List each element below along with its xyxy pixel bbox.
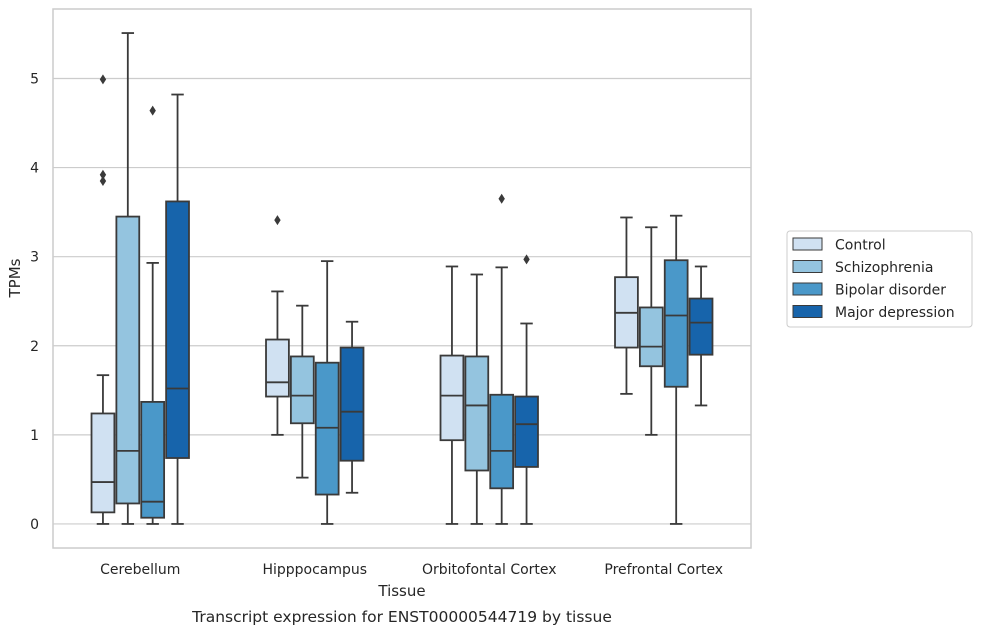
box-3-0 (614, 216, 639, 395)
legend-frame (786, 230, 973, 328)
legend-swatch (792, 260, 823, 273)
outlier-point (99, 169, 107, 180)
box-2-3 (514, 254, 539, 525)
box-iqr (663, 259, 689, 388)
box-3-3 (688, 265, 714, 407)
chart-caption: Transcript expression for ENST0000054471… (191, 608, 612, 626)
box-iqr (339, 346, 365, 462)
x-axis-ticks: Cerebellum Hipppocampus Orbitofontal Corte… (100, 562, 723, 578)
box-1-3 (339, 320, 365, 494)
legend-swatch (792, 305, 823, 318)
x-axis-label: Tissue (377, 582, 425, 600)
legend-label: Control (835, 238, 886, 254)
y-tick-label: 3 (30, 250, 39, 266)
box-iqr (90, 412, 116, 514)
x-tick-label: Prefrontal Cortex (604, 562, 723, 578)
box-iqr (439, 354, 465, 442)
box-2-2 (489, 193, 515, 525)
y-tick-label: 4 (30, 161, 39, 177)
y-axis-ticks: 0 1 2 3 4 5 (30, 71, 39, 532)
x-tick-label: Orbitofontal Cortex (422, 562, 557, 578)
box-iqr (115, 215, 141, 505)
x-tick-label: Hipppocampus (262, 562, 367, 578)
outlier-point (99, 175, 107, 186)
outlier-point (149, 105, 156, 116)
box-iqr (289, 355, 315, 425)
box-1-0 (265, 215, 290, 436)
box-3-1 (638, 226, 664, 436)
x-tick-label: Cerebellum (100, 562, 180, 578)
plot-frame (52, 8, 752, 549)
plot-area (90, 32, 714, 525)
box-0-3 (165, 93, 190, 525)
box-0-2 (140, 105, 166, 525)
legend-label: Major depression (835, 305, 955, 321)
box-iqr (688, 297, 714, 356)
box-iqr (514, 395, 539, 468)
box-0-0 (90, 74, 116, 525)
legend-label: Bipolar disorder (835, 283, 946, 299)
outlier-point (498, 193, 505, 204)
box-1-1 (289, 304, 315, 479)
box-iqr (265, 338, 290, 398)
box-iqr (464, 355, 490, 472)
box-2-0 (439, 265, 465, 525)
box-iqr (165, 200, 190, 459)
box-0-1 (115, 32, 141, 525)
box-3-2 (663, 214, 689, 525)
y-tick-label: 2 (30, 339, 39, 355)
legend-swatch (792, 282, 823, 296)
y-axis-label: TPMs (6, 258, 24, 298)
legend: Control Schizophrenia Bipolar disorder Majo… (786, 230, 973, 328)
legend-swatch (792, 237, 823, 251)
box-1-2 (314, 260, 340, 525)
box-iqr (638, 306, 664, 368)
y-tick-label: 1 (30, 428, 39, 444)
y-tick-label: 0 (30, 517, 39, 533)
outlier-point (99, 74, 107, 85)
outlier-point (274, 215, 281, 226)
box-2-1 (464, 273, 490, 525)
box-iqr (140, 400, 166, 519)
legend-label: Schizophrenia (835, 260, 933, 276)
box-iqr (489, 393, 515, 490)
outlier-point (523, 254, 530, 265)
y-tick-label: 5 (30, 71, 39, 87)
